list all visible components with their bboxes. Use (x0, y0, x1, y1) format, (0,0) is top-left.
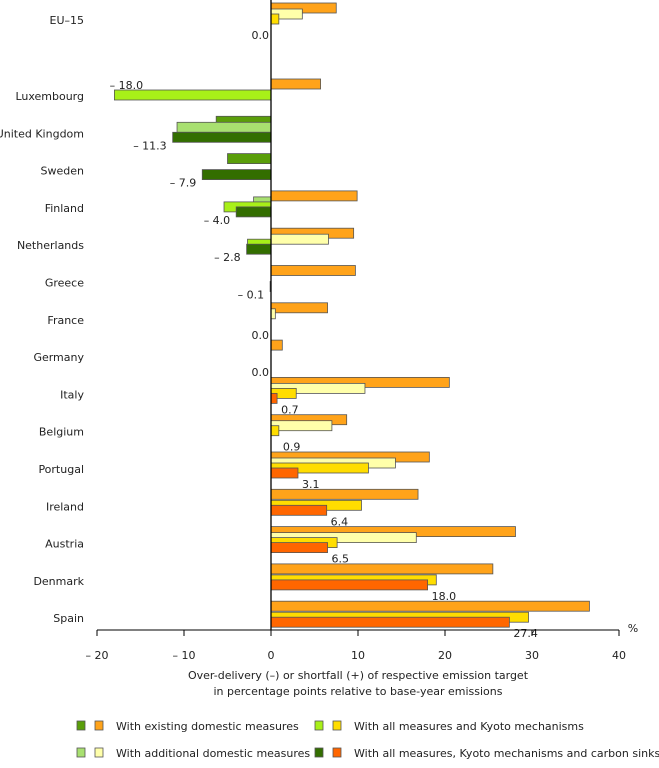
bar-1 (227, 153, 272, 165)
category-label: EU–15 (50, 14, 85, 27)
value-label: 0.9 (283, 441, 301, 454)
bar-2 (270, 420, 333, 432)
bar-1 (270, 600, 590, 612)
category-label: Finland (45, 202, 84, 215)
x-tick-label: 20 (438, 649, 452, 662)
legend-label: With all measures and Kyoto mechanisms (354, 720, 584, 733)
bar-4 (172, 131, 272, 143)
value-label: 3.1 (302, 478, 320, 491)
x-tick-label: 30 (525, 649, 539, 662)
x-tick-label: 40 (612, 649, 626, 662)
bar-4 (235, 206, 272, 218)
legend-swatch-orange (94, 747, 104, 758)
bar-3 (270, 13, 280, 25)
value-label: 18.0 (432, 590, 457, 603)
legend-swatch-orange (94, 720, 104, 731)
bar-4 (270, 616, 510, 628)
bar-2 (270, 233, 329, 245)
legend-swatch-orange (332, 747, 342, 758)
bar-4 (270, 542, 328, 553)
category-label: United Kingdom (0, 127, 84, 140)
category-label: Luxembourg (15, 90, 84, 103)
bar-4 (270, 467, 299, 479)
bar-4 (270, 579, 429, 591)
legend-swatch-orange (332, 720, 342, 731)
value-label: – 11.3 (133, 139, 167, 152)
category-label: Portugal (38, 463, 84, 476)
category-label: France (47, 314, 84, 327)
bars-layer (114, 2, 590, 628)
bar-4 (201, 169, 272, 181)
category-labels: EU–15 Luxembourg United Kingdom Sweden Finla… (0, 14, 85, 625)
value-label: – 2.8 (214, 251, 241, 264)
category-label: Germany (33, 351, 84, 364)
bar-1 (270, 78, 321, 90)
category-label: Greece (45, 277, 84, 290)
value-label: 0.0 (252, 29, 270, 42)
x-axis-ticks: – 20 – 10 0 10 20 30 40 (86, 630, 626, 662)
bar-2 (270, 308, 276, 320)
bar-4 (270, 392, 278, 404)
value-label: 0.0 (252, 329, 270, 342)
bar-3 (270, 425, 280, 437)
value-label: 6.5 (332, 553, 350, 566)
legend-swatch-green (76, 747, 86, 758)
x-tick-label: 0 (268, 649, 275, 662)
legend-swatch-green (76, 720, 86, 731)
bar-1 (270, 190, 358, 202)
x-axis-title-line-2: in percentage points relative to base-ye… (214, 685, 503, 698)
value-label: 0.7 (281, 403, 299, 416)
value-label: 0.0 (252, 366, 270, 379)
value-label: – 7.9 (170, 177, 197, 190)
value-labels: 0.0 – 18.0 – 11.3 – 7.9 – 4.0 – 2.8 – 0.1 0.0 0.… (110, 29, 538, 640)
legend: With existing domestic measures With all … (76, 720, 659, 760)
x-tick-label: 10 (351, 649, 365, 662)
bar-4 (270, 504, 328, 516)
bar-2 (176, 121, 272, 133)
x-tick-label: – 20 (86, 649, 109, 662)
category-label: Austria (45, 538, 84, 551)
category-label: Italy (60, 388, 84, 401)
x-axis-title-line-1: Over-delivery (–) or shortfall (+) of re… (188, 669, 529, 682)
bar-4 (246, 243, 272, 255)
category-label: Sweden (41, 165, 84, 178)
legend-swatch-green (314, 720, 324, 731)
legend-label: With all measures, Kyoto mechanisms and … (354, 747, 659, 760)
category-label: Spain (53, 612, 84, 625)
legend-swatch-green (314, 747, 324, 758)
bar-1 (270, 302, 328, 314)
bar-1 (270, 488, 419, 500)
x-tick-label: – 10 (173, 649, 196, 662)
unit-label: % (628, 622, 638, 635)
value-label: – 0.1 (238, 289, 265, 302)
value-label: 27.4 (513, 627, 538, 640)
category-label: Denmark (33, 575, 84, 588)
value-label: – 18.0 (110, 79, 144, 92)
category-label: Ireland (46, 500, 84, 513)
legend-label: With existing domestic measures (116, 720, 299, 733)
value-label: 6.4 (331, 515, 349, 528)
category-label: Netherlands (17, 239, 84, 252)
bar-1 (270, 563, 494, 575)
category-label: Belgium (39, 426, 84, 439)
legend-label: With additional domestic measures (116, 747, 310, 760)
value-label: – 4.0 (204, 214, 231, 227)
bar-1 (270, 265, 356, 276)
bar-1 (270, 339, 283, 351)
